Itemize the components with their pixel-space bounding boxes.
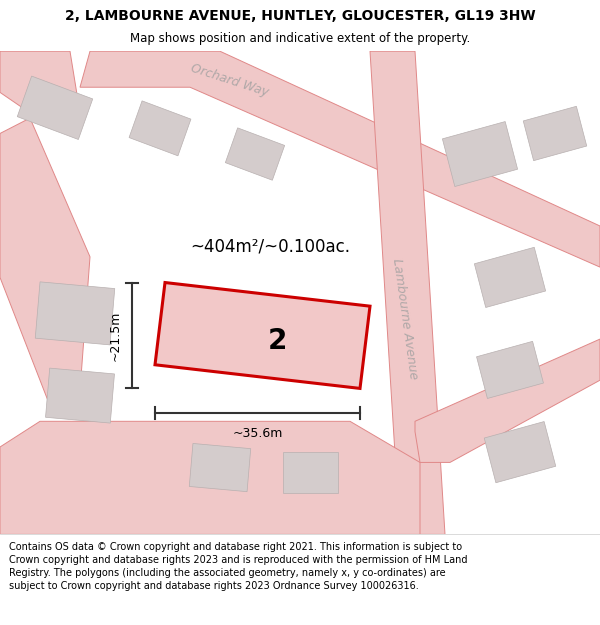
Polygon shape — [415, 339, 600, 462]
Polygon shape — [0, 51, 80, 128]
Text: ~35.6m: ~35.6m — [232, 428, 283, 441]
Polygon shape — [35, 282, 115, 345]
Polygon shape — [80, 51, 600, 267]
Text: Lambourne Avenue: Lambourne Avenue — [390, 258, 420, 380]
Polygon shape — [370, 51, 445, 534]
Text: ~404m²/~0.100ac.: ~404m²/~0.100ac. — [190, 238, 350, 256]
Polygon shape — [283, 452, 337, 493]
Polygon shape — [476, 341, 544, 399]
Text: Map shows position and indicative extent of the property.: Map shows position and indicative extent… — [130, 32, 470, 45]
Text: 2: 2 — [268, 327, 287, 354]
Polygon shape — [442, 122, 518, 186]
Polygon shape — [484, 421, 556, 482]
Polygon shape — [46, 368, 115, 423]
Polygon shape — [129, 101, 191, 156]
Polygon shape — [17, 76, 93, 139]
Text: 2, LAMBOURNE AVENUE, HUNTLEY, GLOUCESTER, GL19 3HW: 2, LAMBOURNE AVENUE, HUNTLEY, GLOUCESTER… — [65, 9, 535, 23]
Polygon shape — [226, 128, 284, 180]
Text: Contains OS data © Crown copyright and database right 2021. This information is : Contains OS data © Crown copyright and d… — [9, 542, 467, 591]
Polygon shape — [189, 444, 251, 492]
Text: ~21.5m: ~21.5m — [109, 310, 122, 361]
Polygon shape — [0, 118, 90, 406]
Polygon shape — [0, 421, 420, 534]
Polygon shape — [523, 106, 587, 161]
Text: Orchard Way: Orchard Way — [190, 61, 271, 99]
Polygon shape — [475, 248, 545, 308]
Polygon shape — [155, 282, 370, 388]
